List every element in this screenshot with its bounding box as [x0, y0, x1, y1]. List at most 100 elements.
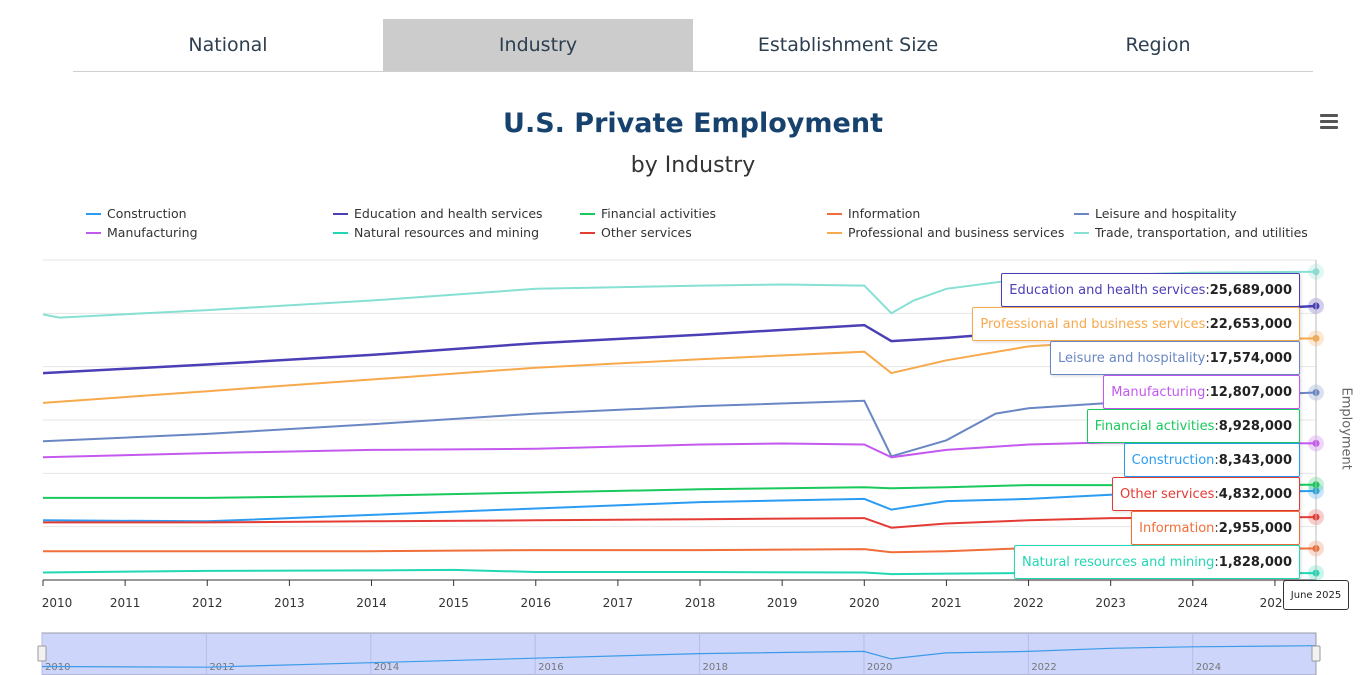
- tooltip-separator: :: [1214, 554, 1219, 570]
- tooltip-label: Manufacturing: 12,807,000: [1103, 375, 1300, 409]
- tab-establishment-size[interactable]: Establishment Size: [757, 34, 939, 56]
- tooltip-label: Education and health services: 25,689,00…: [1001, 273, 1300, 307]
- tooltip-value: 8,928,000: [1218, 418, 1292, 434]
- tooltip-series-name: Leisure and hospitality: [1058, 350, 1206, 366]
- navigator-tick-label: 2012: [209, 662, 234, 673]
- legend-label: Manufacturing: [107, 225, 198, 240]
- legend-item[interactable]: Financial activities: [580, 206, 716, 221]
- navigator-tick-label: 2020: [867, 662, 892, 673]
- tooltip-series-name: Professional and business services: [980, 316, 1206, 332]
- tooltip-label: Financial activities: 8,928,000: [1086, 409, 1300, 443]
- navigator-handle[interactable]: [1311, 645, 1321, 662]
- legend-item[interactable]: Other services: [580, 225, 692, 240]
- tooltip-series-name: Other services: [1120, 486, 1215, 502]
- tooltip-label: Other services: 4,832,000: [1112, 477, 1300, 511]
- legend-swatch: [86, 231, 101, 234]
- hamburger-menu-icon[interactable]: [1320, 114, 1338, 130]
- tooltip-label: Leisure and hospitality: 17,574,000: [1050, 341, 1300, 375]
- tooltip-label: Construction: 8,343,000: [1123, 443, 1300, 477]
- navigator-tick-label: 2024: [1196, 662, 1221, 673]
- legend-label: Professional and business services: [848, 225, 1065, 240]
- navigator-tick-label: 2010: [45, 662, 70, 673]
- legend-item[interactable]: Natural resources and mining: [333, 225, 539, 240]
- navigator-handle[interactable]: [37, 645, 47, 662]
- legend-label: Other services: [601, 225, 692, 240]
- legend-label: Trade, transportation, and utilities: [1095, 225, 1308, 240]
- tooltip-series-name: Natural resources and mining: [1021, 554, 1215, 570]
- tooltip-value: 1,828,000: [1218, 554, 1292, 570]
- tab-bar: National Industry Establishment Size Reg…: [73, 19, 1313, 72]
- tooltip-separator: :: [1205, 384, 1210, 400]
- tooltip-value: 12,807,000: [1209, 384, 1292, 400]
- x-tick-label: 2014: [356, 596, 387, 610]
- series-line: [42, 441, 1317, 459]
- x-tick-label: 2012: [192, 596, 223, 610]
- legend-swatch: [827, 212, 842, 215]
- legend-label: Construction: [107, 206, 187, 221]
- chart-title: U.S. Private Employment: [503, 108, 883, 139]
- navigator-series-line: [41, 645, 1317, 668]
- legend-label: Leisure and hospitality: [1095, 206, 1237, 221]
- legend-swatch: [1074, 231, 1089, 234]
- tooltip-series-name: Education and health services: [1009, 282, 1206, 298]
- x-tick-label: 2019: [767, 596, 798, 610]
- legend-item[interactable]: Information: [827, 206, 920, 221]
- legend-swatch: [580, 231, 595, 234]
- tooltip-series-name: Construction: [1131, 452, 1215, 468]
- legend-label: Education and health services: [354, 206, 543, 221]
- tooltip-value: 2,955,000: [1218, 520, 1292, 536]
- tooltip-value: 25,689,000: [1209, 282, 1292, 298]
- legend-swatch: [333, 212, 348, 215]
- tooltip-value: 22,653,000: [1209, 316, 1292, 332]
- legend-item[interactable]: Professional and business services: [827, 225, 1064, 240]
- tooltip-value: 17,574,000: [1209, 350, 1292, 366]
- x-tick-label: 2020: [849, 596, 880, 610]
- tab-industry[interactable]: Industry: [383, 19, 693, 71]
- x-tick-label: 2022: [1013, 596, 1044, 610]
- tooltip-series-name: Manufacturing: [1111, 384, 1206, 400]
- legend-item[interactable]: Trade, transportation, and utilities: [1074, 225, 1308, 240]
- x-tick-label: 2017: [603, 596, 634, 610]
- legend-label: Natural resources and mining: [354, 225, 540, 240]
- x-tick-label: 2024: [1178, 596, 1209, 610]
- legend-item[interactable]: Education and health services: [333, 206, 543, 221]
- legend-item[interactable]: Leisure and hospitality: [1074, 206, 1237, 221]
- legend-swatch: [1074, 212, 1089, 215]
- tooltip-separator: :: [1205, 316, 1210, 332]
- tooltip-separator: :: [1214, 486, 1219, 502]
- hover-date-label: June 2025: [1283, 580, 1349, 610]
- tooltip-series-name: Financial activities: [1094, 418, 1215, 434]
- tooltip-label: Natural resources and mining: 1,828,000: [1013, 545, 1300, 579]
- chart-subtitle: by Industry: [630, 153, 756, 178]
- navigator-tick-label: 2018: [703, 662, 728, 673]
- legend-item[interactable]: Manufacturing: [86, 225, 198, 240]
- x-tick-label: 2011: [110, 596, 141, 610]
- tooltip-separator: :: [1214, 418, 1219, 434]
- legend-label: Information: [848, 206, 921, 221]
- legend-swatch: [333, 231, 348, 234]
- x-tick-label: 2021: [931, 596, 962, 610]
- tooltip-label: Information: 2,955,000: [1131, 511, 1300, 545]
- legend-label: Financial activities: [601, 206, 717, 221]
- tooltip-value: 8,343,000: [1218, 452, 1292, 468]
- navigator-tick-label: 2022: [1031, 662, 1056, 673]
- tab-region[interactable]: Region: [1125, 34, 1191, 56]
- x-tick-label: 2023: [1095, 596, 1126, 610]
- legend-item[interactable]: Construction: [86, 206, 187, 221]
- tooltip-separator: :: [1205, 282, 1210, 298]
- x-tick-label: 2016: [521, 596, 552, 610]
- x-tick-label: 2015: [438, 596, 469, 610]
- navigator-tick-label: 2016: [538, 662, 563, 673]
- x-tick-label: 2010: [42, 596, 73, 610]
- series-line: [43, 516, 1317, 529]
- tooltip-label: Professional and business services: 22,6…: [972, 307, 1300, 341]
- legend-swatch: [86, 212, 101, 215]
- tooltip-separator: :: [1205, 350, 1210, 366]
- tooltip-series-name: Information: [1139, 520, 1215, 536]
- legend-swatch: [580, 212, 595, 215]
- tab-national[interactable]: National: [188, 34, 268, 56]
- navigator-tick-label: 2014: [374, 662, 399, 673]
- tooltip-separator: :: [1214, 452, 1219, 468]
- x-tick-label: 2025: [1260, 596, 1291, 610]
- y-axis-title: Employment: [1338, 387, 1354, 470]
